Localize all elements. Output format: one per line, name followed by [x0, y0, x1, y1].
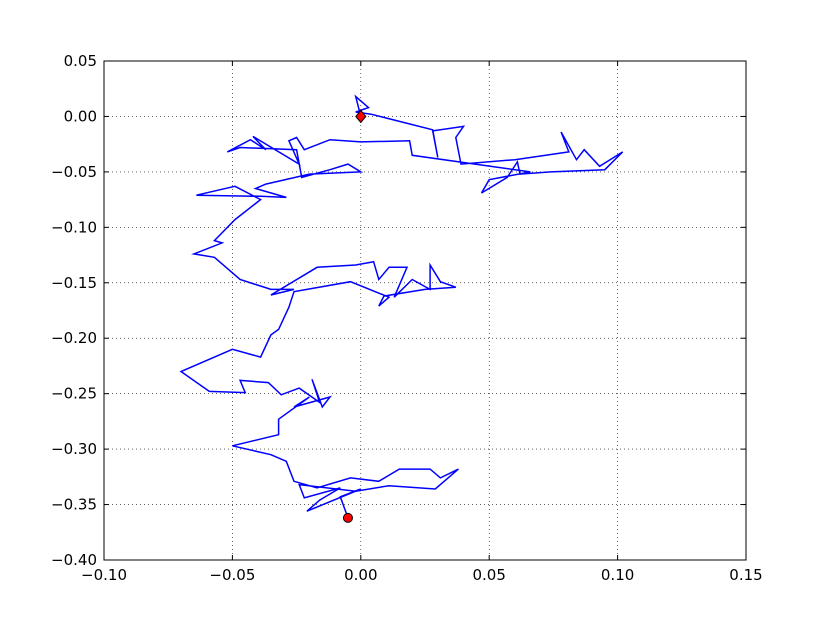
y-tick-label: −0.05 — [51, 163, 97, 181]
plot-area — [104, 61, 746, 560]
start-marker — [355, 109, 367, 124]
y-tick-label: −0.40 — [51, 551, 97, 569]
x-tick-label: −0.05 — [209, 566, 255, 584]
x-tick-label: 0.00 — [344, 566, 377, 584]
x-tick-label: 0.05 — [472, 566, 505, 584]
end-marker — [342, 512, 353, 523]
x-tick-label: −0.10 — [81, 566, 127, 584]
y-tick-label: −0.20 — [51, 329, 97, 347]
x-tick-label: 0.10 — [601, 566, 634, 584]
y-tick-label: 0.05 — [64, 52, 97, 70]
x-tick-label: 0.15 — [729, 566, 762, 584]
y-tick-label: 0.00 — [64, 107, 97, 125]
y-tick-label: −0.15 — [51, 274, 97, 292]
axes-frame — [103, 60, 747, 561]
y-tick-label: −0.35 — [51, 496, 97, 514]
y-tick-label: −0.30 — [51, 440, 97, 458]
y-tick-label: −0.10 — [51, 218, 97, 236]
walk-line — [179, 94, 624, 519]
y-tick-label: −0.25 — [51, 385, 97, 403]
